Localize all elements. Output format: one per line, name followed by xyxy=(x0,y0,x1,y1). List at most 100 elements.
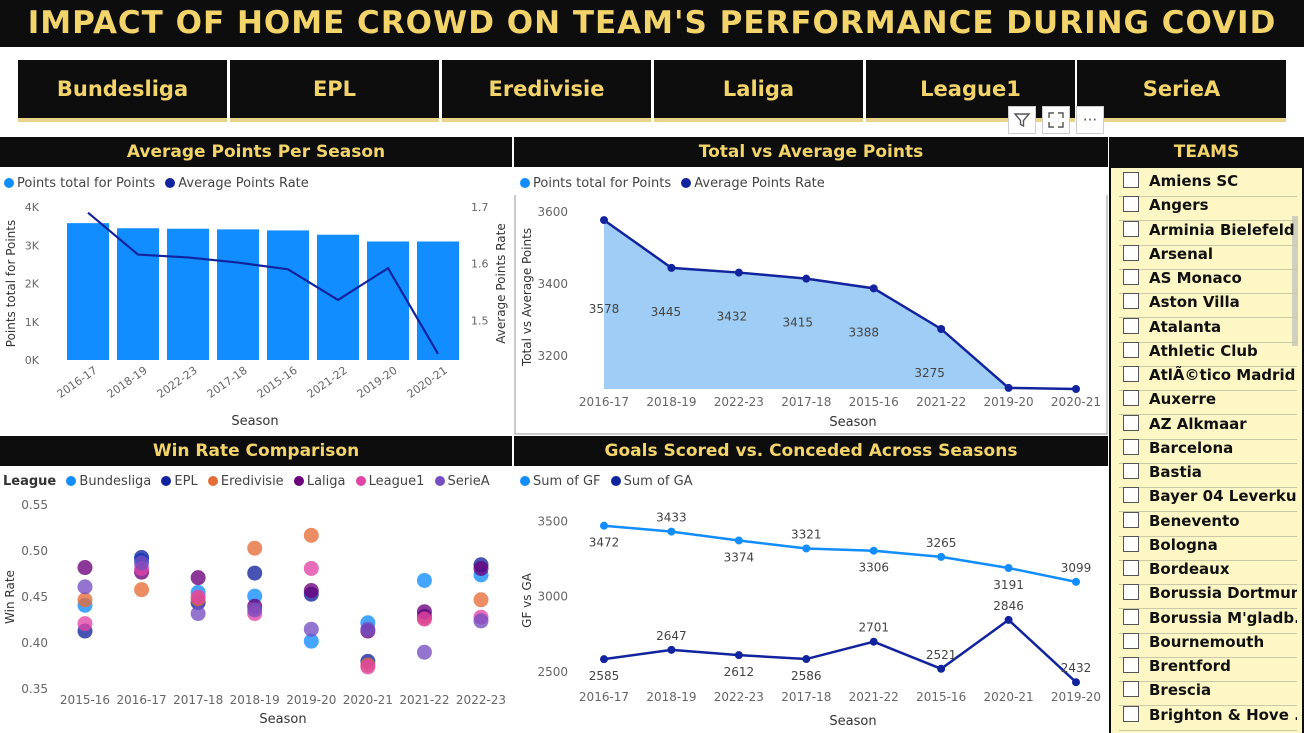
tab-league1[interactable]: League1 xyxy=(866,60,1075,122)
team-item[interactable]: Bordeaux xyxy=(1119,560,1297,585)
y-tick-label: 2500 xyxy=(537,665,568,679)
team-checkbox[interactable] xyxy=(1123,681,1139,698)
data-label: 3388 xyxy=(848,325,879,339)
team-checkbox[interactable] xyxy=(1123,220,1139,237)
team-checkbox[interactable] xyxy=(1123,269,1139,285)
scatter-point xyxy=(134,582,150,598)
data-label: 3275 xyxy=(914,366,945,380)
data-point xyxy=(734,651,743,660)
team-checkbox[interactable] xyxy=(1123,317,1139,334)
team-item[interactable]: AZ Alkmaar xyxy=(1119,414,1297,440)
teams-scrollbar[interactable] xyxy=(1292,216,1298,346)
x-tick-label: 2021-22 xyxy=(399,693,449,707)
data-point xyxy=(869,284,878,293)
x-tick-label: 2016-17 xyxy=(117,693,167,707)
legend-title: League xyxy=(3,474,57,489)
x-tick-label: 2016-17 xyxy=(55,364,100,401)
y2-axis-label: Average Points Rate xyxy=(494,223,508,343)
teams-slicer: TEAMS Amiens SC Angers Arminia Bielefeld Ar… xyxy=(1109,137,1304,733)
team-checkbox[interactable] xyxy=(1123,487,1139,504)
data-point xyxy=(600,655,608,664)
team-label: Aston Villa xyxy=(1149,293,1240,312)
tab-eredivisie[interactable]: Eredivisie xyxy=(442,60,651,122)
data-label: 2432 xyxy=(1061,661,1092,675)
team-item[interactable]: AS Monaco xyxy=(1119,269,1297,294)
goals-chart: 2500 3000 3500 3472 3433 3374 3321 3306 3265 3191… xyxy=(520,511,1101,729)
team-item[interactable]: Arminia Bielefeld xyxy=(1119,220,1297,246)
total-vs-avg-legend: Points total for Points Average Points R… xyxy=(520,176,831,191)
data-label: 3578 xyxy=(589,302,620,316)
data-label: 3191 xyxy=(993,578,1024,592)
team-item[interactable]: Brentford xyxy=(1119,657,1297,682)
x-axis-label: Season xyxy=(231,414,278,429)
team-item[interactable]: Barcelona xyxy=(1119,438,1297,464)
team-checkbox[interactable] xyxy=(1123,438,1139,455)
tab-seriea[interactable]: SerieA xyxy=(1077,60,1286,122)
team-checkbox[interactable] xyxy=(1123,657,1139,673)
team-item[interactable]: Bastia xyxy=(1119,463,1297,488)
tab-laliga[interactable]: Laliga xyxy=(654,60,863,122)
team-checkbox[interactable] xyxy=(1123,511,1139,528)
team-checkbox[interactable] xyxy=(1123,463,1139,479)
team-checkbox[interactable] xyxy=(1123,632,1139,649)
team-item[interactable]: Atalanta xyxy=(1119,317,1297,343)
team-item[interactable]: Athletic Club xyxy=(1119,341,1297,367)
x-tick-label: 2019-20 xyxy=(286,693,336,707)
data-point xyxy=(734,268,743,277)
team-checkbox[interactable] xyxy=(1123,244,1139,261)
team-checkbox[interactable] xyxy=(1123,341,1139,358)
data-point xyxy=(869,546,878,555)
team-item[interactable]: Borussia Dortmund xyxy=(1119,584,1297,610)
scatter-point xyxy=(77,560,93,576)
y2-tick-label: 1.6 xyxy=(471,258,489,271)
team-item[interactable]: Bologna xyxy=(1119,535,1297,561)
tab-epl[interactable]: EPL xyxy=(230,60,439,122)
data-label: 3099 xyxy=(1061,561,1092,575)
team-checkbox[interactable] xyxy=(1123,390,1139,407)
team-item[interactable]: Bayer 04 Leverku... xyxy=(1119,487,1297,513)
team-item[interactable]: Borussia M'gladb... xyxy=(1119,608,1297,634)
win-rate-title: Win Rate Comparison xyxy=(0,436,512,466)
team-checkbox[interactable] xyxy=(1123,293,1139,310)
y-axis-label: Total vs Average Points xyxy=(520,228,534,367)
team-label: Borussia M'gladb... xyxy=(1149,608,1297,627)
page-title: IMPACT OF HOME CROWD ON TEAM'S PERFORMAN… xyxy=(0,0,1304,47)
x-tick-label: 2015-16 xyxy=(849,395,899,409)
team-item[interactable]: Benevento xyxy=(1119,511,1297,537)
x-tick-label: 2018-19 xyxy=(646,690,696,704)
team-item[interactable]: Brighton & Hove ... xyxy=(1119,705,1297,731)
team-checkbox[interactable] xyxy=(1123,608,1139,625)
team-item[interactable]: Amiens SC xyxy=(1119,172,1297,197)
team-item[interactable]: Aston Villa xyxy=(1119,293,1297,319)
team-label: Athletic Club xyxy=(1149,341,1258,360)
team-checkbox[interactable] xyxy=(1123,196,1139,213)
rate-line xyxy=(87,211,439,355)
teams-list[interactable]: Amiens SC Angers Arminia Bielefeld Arsenal A… xyxy=(1111,168,1302,733)
tab-bundesliga[interactable]: Bundesliga xyxy=(18,60,227,122)
scatter-point xyxy=(473,560,489,576)
more-options-icon[interactable]: ··· xyxy=(1076,106,1104,134)
team-checkbox[interactable] xyxy=(1123,366,1139,382)
team-item[interactable]: AtlÃ©tico Madrid xyxy=(1119,366,1297,391)
team-checkbox[interactable] xyxy=(1123,414,1139,431)
team-checkbox[interactable] xyxy=(1123,560,1139,576)
team-item[interactable]: Brescia xyxy=(1119,681,1297,707)
x-tick-label: 2015-16 xyxy=(916,690,966,704)
x-tick-label: 2021-22 xyxy=(305,364,350,401)
team-item[interactable]: Arsenal xyxy=(1119,244,1297,270)
team-checkbox[interactable] xyxy=(1123,535,1139,552)
team-item[interactable]: Auxerre xyxy=(1119,390,1297,416)
focus-mode-icon[interactable] xyxy=(1042,106,1070,134)
team-label: Auxerre xyxy=(1149,390,1217,409)
y2-tick-label: 1.5 xyxy=(471,314,489,327)
data-point xyxy=(802,655,811,664)
filter-icon[interactable] xyxy=(1008,106,1036,134)
data-label: 2701 xyxy=(858,621,889,635)
scatter-point xyxy=(247,602,263,618)
team-item[interactable]: Bournemouth xyxy=(1119,632,1297,658)
team-checkbox[interactable] xyxy=(1123,172,1139,188)
team-item[interactable]: Angers xyxy=(1119,196,1297,222)
data-point xyxy=(802,544,811,553)
team-checkbox[interactable] xyxy=(1123,705,1139,722)
team-checkbox[interactable] xyxy=(1123,584,1139,601)
